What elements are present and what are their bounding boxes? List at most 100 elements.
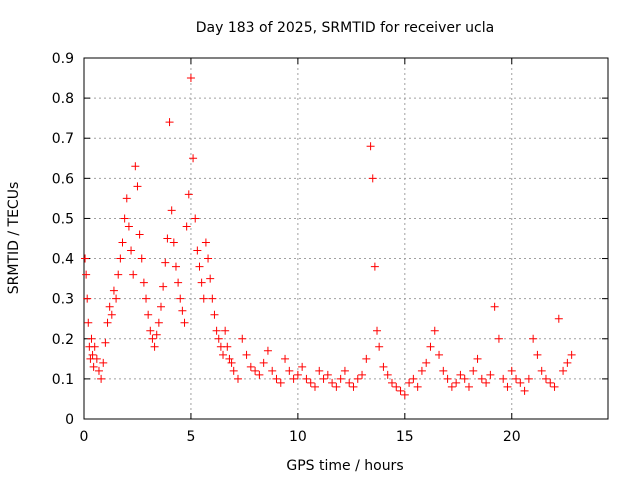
data-point [137,254,146,263]
data-point [512,374,521,383]
data-point [494,334,503,343]
data-point [422,358,431,367]
data-point [120,214,129,223]
data-point [191,214,200,223]
data-point [223,342,232,351]
data-point [146,326,155,335]
data-point [456,370,465,379]
data-point [409,374,418,383]
data-point [97,374,106,383]
data-point [159,282,168,291]
data-point [340,366,349,375]
data-point [139,278,148,287]
plot-frame [83,57,609,420]
data-point [263,346,272,355]
data-point [135,230,144,239]
data-point [182,222,191,231]
data-point [127,246,136,255]
data-point [559,366,568,375]
data-point [210,310,219,319]
data-point [94,366,103,375]
data-point [323,370,332,379]
y-tick-label: 0.4 [52,252,74,268]
data-point [122,194,131,203]
data-point [533,350,542,359]
data-point [486,370,495,379]
data-point [214,334,223,343]
data-point [396,386,405,395]
data-point [163,234,172,243]
data-point [193,246,202,255]
x-tick-label: 0 [80,429,89,445]
data-point [537,366,546,375]
data-point [546,378,555,387]
data-point [464,382,473,391]
data-point [302,374,311,383]
y-tick-label: 0.3 [52,292,74,308]
data-point [184,190,193,199]
data-point [315,366,324,375]
data-point [328,378,337,387]
data-point [554,314,563,323]
y-tick-label: 0.2 [52,332,74,348]
data-point [109,286,118,295]
data-point [161,258,170,267]
data-point [516,378,525,387]
data-point [90,342,99,351]
data-point [112,294,121,303]
chart-title: Day 183 of 2025, SRMTID for receiver ucl… [196,20,494,36]
data-point [460,374,469,383]
data-point [310,382,319,391]
data-point [358,370,367,379]
data-point [174,278,183,287]
data-point [88,350,97,359]
data-point [251,366,260,375]
data-point [81,254,90,263]
data-point [439,366,448,375]
data-point [417,366,426,375]
data-points [81,74,576,399]
data-point [306,378,315,387]
data-point [520,386,529,395]
data-point [84,318,93,327]
data-point [281,354,290,363]
data-point [469,366,478,375]
data-point [550,382,559,391]
data-point [225,354,234,363]
x-axis-label: GPS time / hours [286,458,403,474]
data-point [353,374,362,383]
data-point [131,162,140,171]
data-point [541,374,550,383]
data-point [233,374,242,383]
grid-lines [84,58,608,419]
data-point [150,342,159,351]
data-point [195,262,204,271]
data-point [105,302,114,311]
data-point [189,154,198,163]
data-point [148,334,157,343]
data-point [229,366,238,375]
data-point [246,362,255,371]
data-point [268,366,277,375]
data-point [156,302,165,311]
data-point [165,118,174,127]
data-point [373,326,382,335]
data-point [387,378,396,387]
data-point [208,294,217,303]
data-point [118,238,127,247]
data-point [129,270,138,279]
data-point [133,182,142,191]
data-point [345,378,354,387]
data-point [201,238,210,247]
data-point [212,326,221,335]
data-point [447,382,456,391]
data-point [452,378,461,387]
axis-ticks: 0 0.1 0.2 0.3 0.4 0.5 0.6 0.7 0.8 0.9 0 5 10 15 20 [52,51,608,445]
data-point [430,326,439,335]
data-point [199,294,208,303]
data-point [219,350,228,359]
data-point [171,262,180,271]
x-tick-label: 20 [503,429,521,445]
y-tick-label: 0 [65,412,74,428]
